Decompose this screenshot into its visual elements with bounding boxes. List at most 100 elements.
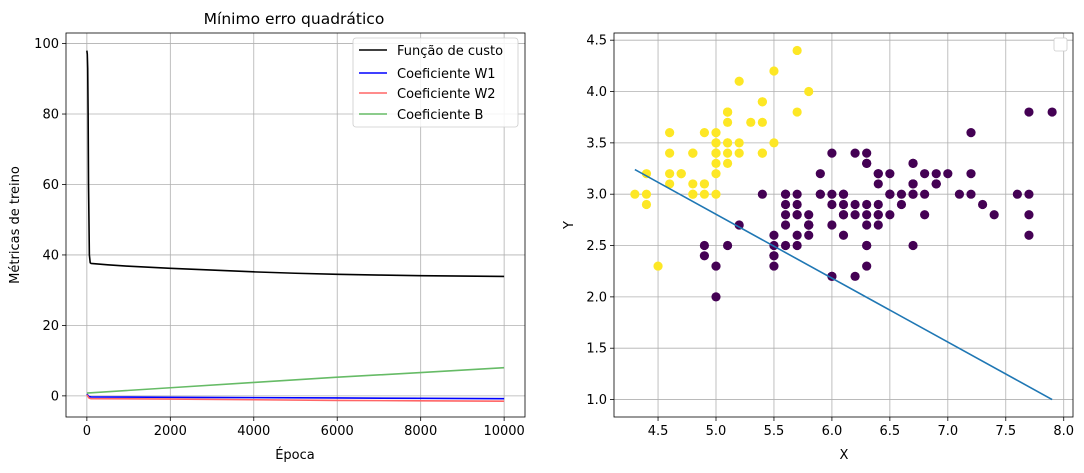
point-class-0 <box>734 76 744 86</box>
point-class-1 <box>896 189 907 199</box>
point-class-1 <box>873 199 883 210</box>
scatter-chart: 4.5 5.0 5.5 6.0 6.5 7.0 7.5 8.0 1.0 1.5 2.0 2.5 3.0… <box>562 32 1074 463</box>
point-class-1 <box>769 251 779 261</box>
point-class-1 <box>769 230 779 240</box>
x-tick-label: 2000 <box>154 424 187 439</box>
point-class-0 <box>641 199 652 210</box>
point-class-0 <box>711 138 721 148</box>
decision-line-group <box>634 168 1053 401</box>
point-class-1 <box>862 220 872 230</box>
point-class-1 <box>711 261 721 271</box>
point-class-1 <box>908 189 918 199</box>
point-class-0 <box>641 189 652 199</box>
point-class-1 <box>920 210 930 220</box>
point-class-1 <box>850 148 860 158</box>
y-tick-label: 3.0 <box>586 188 607 203</box>
point-class-1 <box>838 189 849 199</box>
x-tick-label: 7.0 <box>937 424 958 439</box>
y-tick-label: 2.0 <box>586 290 607 305</box>
point-class-1 <box>977 199 988 210</box>
point-class-1 <box>838 230 849 240</box>
y-tick-label: 20 <box>42 319 59 334</box>
point-class-1 <box>804 210 814 220</box>
legend-frame <box>352 37 519 128</box>
y-tick-label: 0 <box>51 389 59 404</box>
x-ticks: 4.5 5.0 5.5 6.0 6.5 7.0 7.5 8.0 <box>648 417 1074 439</box>
point-class-0 <box>665 148 675 158</box>
plot-frame <box>613 32 1074 418</box>
point-class-1 <box>1047 107 1057 117</box>
point-class-1 <box>780 199 791 210</box>
point-class-1 <box>792 240 802 251</box>
point-class-1 <box>804 230 814 240</box>
x-axis-label: X <box>840 448 849 463</box>
point-class-1 <box>862 240 872 251</box>
point-class-0 <box>722 117 733 127</box>
point-class-1 <box>838 199 849 210</box>
point-class-1 <box>873 179 883 189</box>
y-tick-label: 80 <box>42 108 59 123</box>
x-tick-label: 10000 <box>483 424 524 439</box>
point-class-1 <box>780 189 791 199</box>
point-class-1 <box>699 240 710 251</box>
legend-label-custo: Função de custo <box>397 44 503 59</box>
x-tick-label: 8.0 <box>1053 424 1074 439</box>
point-class-0 <box>792 45 802 56</box>
y-tick-label: 60 <box>42 178 59 193</box>
point-class-0 <box>722 158 733 168</box>
y-axis-label: Y <box>562 221 577 230</box>
point-class-0 <box>699 127 710 138</box>
point-class-0 <box>757 117 767 127</box>
point-class-1 <box>920 169 930 179</box>
y-tick-label: 40 <box>42 248 59 263</box>
point-class-1 <box>885 210 895 220</box>
x-tick-label: 6000 <box>321 424 354 439</box>
point-class-0 <box>711 158 721 168</box>
point-class-1 <box>757 189 767 199</box>
y-tick-label: 100 <box>34 37 59 52</box>
point-class-1 <box>780 210 791 220</box>
x-tick-label: 0 <box>83 424 91 439</box>
point-class-0 <box>665 127 675 138</box>
point-class-0 <box>711 148 721 158</box>
point-class-1 <box>1024 210 1034 220</box>
point-class-1 <box>908 240 918 251</box>
point-class-1 <box>850 210 860 220</box>
x-tick-label: 5.0 <box>706 424 727 439</box>
point-class-1 <box>827 189 837 199</box>
legend-label-w2: Coeficiente W2 <box>397 87 496 102</box>
point-class-0 <box>688 148 698 158</box>
point-class-1 <box>989 210 999 220</box>
point-class-0 <box>688 189 698 199</box>
point-class-1 <box>1024 230 1034 240</box>
point-class-1 <box>885 189 895 199</box>
point-class-0 <box>711 189 721 199</box>
series-line-3 <box>86 366 505 394</box>
point-class-0 <box>653 261 663 271</box>
point-class-1 <box>838 210 849 220</box>
point-class-0 <box>699 179 710 189</box>
point-class-1 <box>885 169 895 179</box>
point-class-1 <box>908 158 918 168</box>
point-class-1 <box>827 148 837 158</box>
empty-legend <box>1053 37 1068 52</box>
y-tick-label: 4.0 <box>586 85 607 100</box>
point-class-1 <box>780 240 791 251</box>
decision-line <box>634 168 1053 401</box>
point-class-1 <box>862 148 872 158</box>
point-class-1 <box>873 220 883 230</box>
x-tick-label: 7.5 <box>995 424 1016 439</box>
point-class-0 <box>722 107 733 117</box>
point-class-1 <box>908 179 918 189</box>
point-class-1 <box>873 169 883 179</box>
point-class-0 <box>722 148 733 158</box>
point-class-1 <box>931 179 941 189</box>
point-class-0 <box>641 169 652 179</box>
point-class-1 <box>862 158 872 168</box>
y-tick-label: 1.0 <box>586 393 607 408</box>
training-metrics-chart: Mínimo erro quadrático 0 2000 4000 6000 8000… <box>8 10 526 463</box>
point-class-0 <box>665 169 675 179</box>
y-tick-label: 4.5 <box>586 34 607 49</box>
